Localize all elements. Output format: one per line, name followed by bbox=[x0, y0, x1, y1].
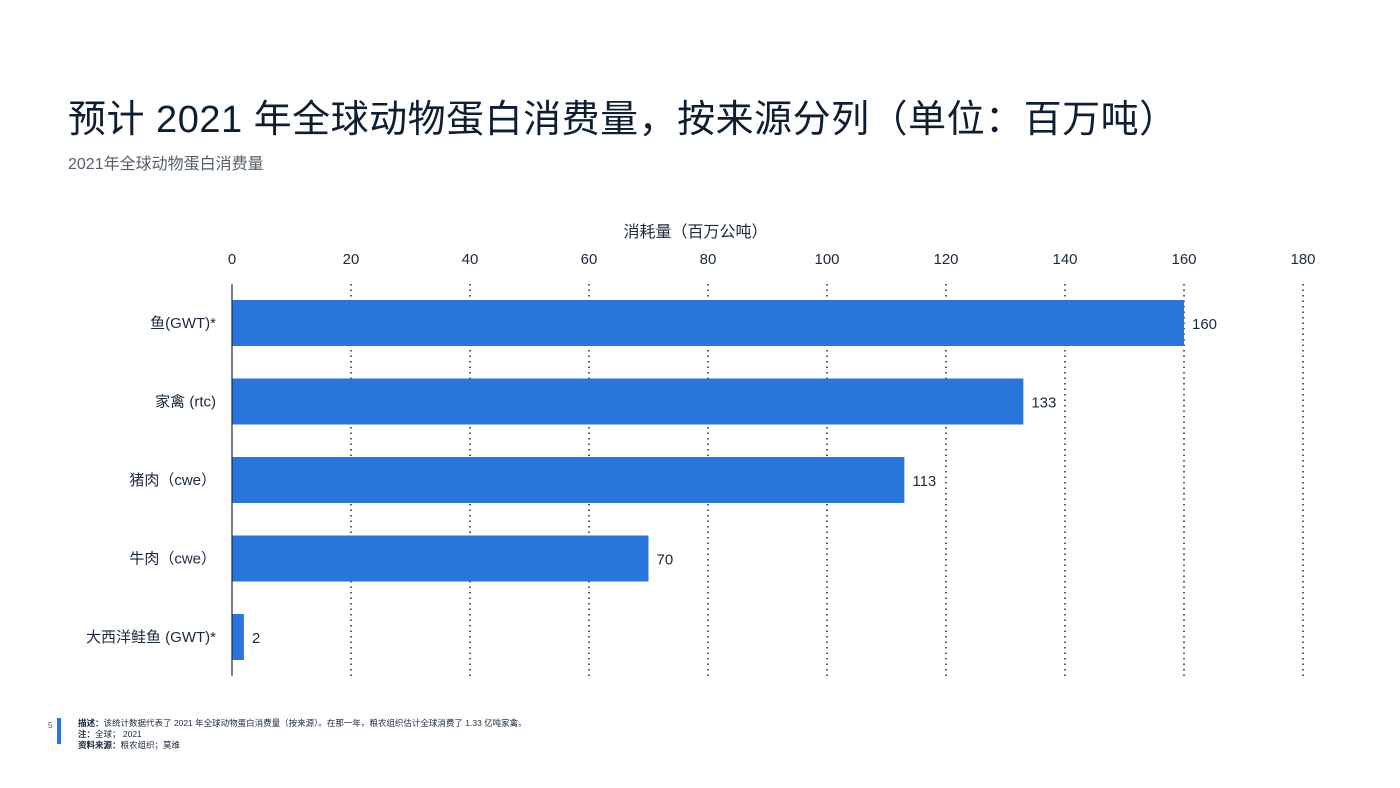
page-title: 预计 2021 年全球动物蛋白消费量，按来源分列（单位：百万吨） bbox=[68, 99, 1178, 141]
value-label: 70 bbox=[657, 552, 674, 569]
category-label: 猪肉（cwe） bbox=[129, 472, 216, 489]
value-label: 133 bbox=[1031, 395, 1056, 412]
x-tick-labels: 0 20 40 60 80 100 120 140 160 180 bbox=[228, 251, 1316, 268]
source-text: 粮农组织；莫维 bbox=[120, 740, 181, 750]
footer-description: 描述：该统计数据代表了 2021 年全球动物蛋白消费量（按来源）。在那一年，粮农… bbox=[78, 718, 527, 729]
value-label: 2 bbox=[252, 630, 260, 647]
category-label: 鱼(GWT)* bbox=[150, 314, 216, 332]
value-label: 113 bbox=[912, 473, 936, 490]
x-tick-label: 120 bbox=[933, 251, 958, 268]
bar-chart: 消耗量（百万公吨） 0 20 40 60 80 100 120 140 160 180 鱼(GWT… bbox=[86, 223, 1316, 676]
footer: 5 描述：该统计数据代表了 2021 年全球动物蛋白消费量（按来源）。在那一年，… bbox=[48, 718, 527, 751]
footer-accent-bar bbox=[57, 718, 61, 744]
note-text: 全球； 2021 bbox=[95, 729, 142, 739]
description-text: 该统计数据代表了 2021 年全球动物蛋白消费量（按来源）。在那一年，粮农组织估… bbox=[103, 718, 527, 728]
x-axis-title: 消耗量（百万公吨） bbox=[623, 223, 767, 241]
x-tick-label: 80 bbox=[700, 251, 717, 268]
x-tick-label: 0 bbox=[228, 251, 236, 268]
value-labels: 160 133 113 70 2 bbox=[252, 316, 1217, 647]
category-label: 大西洋鲑鱼 (GWT)* bbox=[86, 628, 216, 646]
footer-source: 资料来源：粮农组织；莫维 bbox=[78, 740, 527, 751]
bar bbox=[232, 535, 649, 582]
bars bbox=[232, 300, 1184, 660]
x-tick-label: 20 bbox=[343, 251, 360, 268]
value-label: 160 bbox=[1192, 316, 1217, 333]
x-tick-label: 40 bbox=[462, 251, 479, 268]
x-tick-label: 100 bbox=[814, 251, 839, 268]
note-label: 注： bbox=[78, 729, 96, 739]
page-subtitle: 2021年全球动物蛋白消费量 bbox=[68, 156, 264, 173]
description-label: 描述： bbox=[78, 718, 104, 728]
source-label: 资料来源： bbox=[78, 740, 121, 750]
bar bbox=[232, 457, 905, 503]
category-label: 家禽 (rtc) bbox=[155, 394, 216, 411]
bar bbox=[232, 378, 1024, 425]
x-tick-label: 140 bbox=[1052, 251, 1077, 268]
x-tick-label: 160 bbox=[1171, 251, 1196, 268]
x-tick-label: 60 bbox=[581, 251, 598, 268]
bar bbox=[232, 614, 244, 660]
footer-note: 注：全球； 2021 bbox=[78, 729, 527, 740]
bar bbox=[232, 300, 1184, 346]
x-tick-label: 180 bbox=[1290, 251, 1315, 268]
category-labels: 鱼(GWT)* 家禽 (rtc) 猪肉（cwe） 牛肉（cwe） 大西洋鲑鱼 (GWT)… bbox=[86, 314, 216, 646]
category-label: 牛肉（cwe） bbox=[129, 551, 216, 568]
page-number: 5 bbox=[48, 721, 53, 730]
